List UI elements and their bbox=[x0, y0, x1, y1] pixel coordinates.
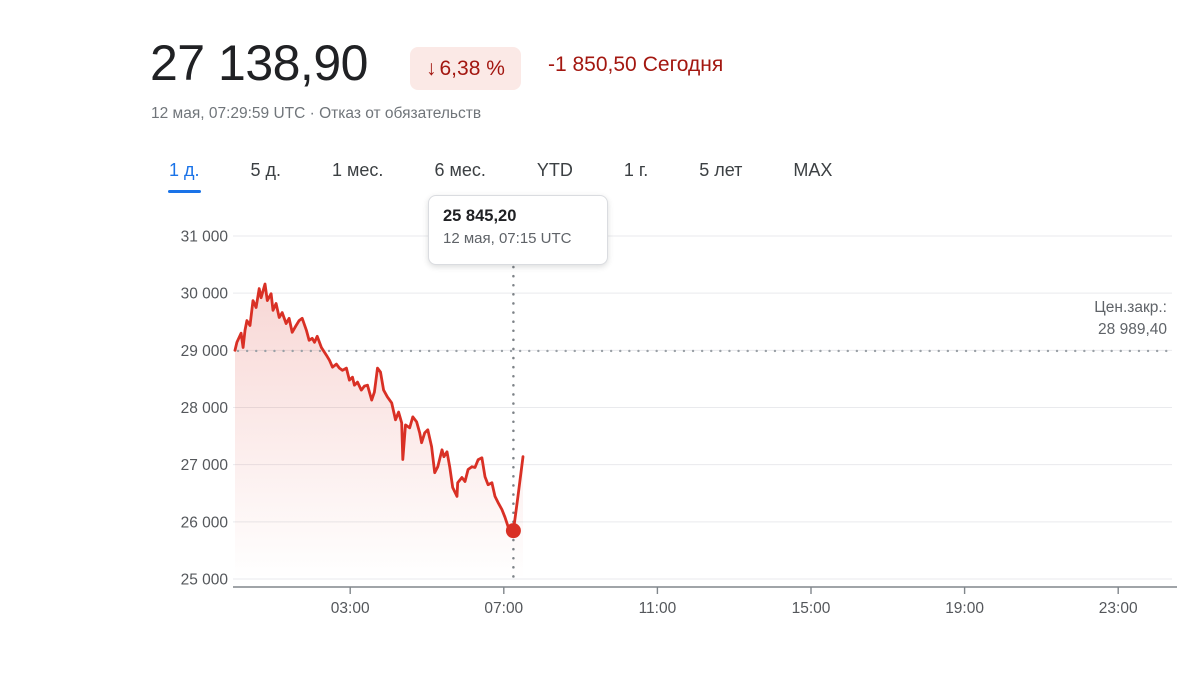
tab-label: MAX bbox=[793, 160, 833, 180]
tooltip-value: 25 845,20 bbox=[443, 207, 517, 225]
x-tick-label: 03:00 bbox=[331, 600, 370, 617]
tab-1mo[interactable]: 1 мес. bbox=[331, 158, 384, 193]
x-tick-label: 23:00 bbox=[1099, 600, 1138, 617]
change-absolute-value: -1 850,50 bbox=[548, 53, 637, 76]
y-tick-label: 26 000 bbox=[181, 514, 229, 531]
x-tick-label: 11:00 bbox=[639, 600, 677, 617]
tab-label: YTD bbox=[536, 160, 573, 180]
y-tick-label: 28 000 bbox=[181, 400, 229, 417]
tab-label: 1 г. bbox=[623, 160, 649, 180]
tab-1y[interactable]: 1 г. bbox=[623, 158, 649, 193]
tab-label: 5 лет bbox=[699, 160, 743, 180]
y-tick-label: 25 000 bbox=[181, 572, 229, 589]
tab-label: 6 мес. bbox=[434, 160, 486, 180]
last-trade-marker bbox=[505, 523, 521, 539]
tab-6mo[interactable]: 6 мес. bbox=[433, 158, 486, 193]
change-percent-value: 6,38 % bbox=[439, 56, 505, 80]
tooltip-time: 12 мая, 07:15 UTC bbox=[443, 230, 572, 247]
time-range-tabs: 1 д. 5 д. 1 мес. 6 мес. YTD 1 г. 5 лет M… bbox=[168, 158, 833, 193]
x-tick-label: 07:00 bbox=[484, 600, 523, 617]
change-period-label: Сегодня bbox=[642, 53, 724, 76]
tab-label: 5 д. bbox=[250, 160, 282, 180]
tab-1d[interactable]: 1 д. bbox=[168, 158, 201, 193]
timestamp-disclaimer: 12 мая, 07:29:59 UTC · Отказ от обязател… bbox=[151, 105, 482, 122]
change-absolute: -1 850,50 Сегодня bbox=[548, 53, 723, 77]
y-tick-label: 30 000 bbox=[181, 286, 229, 303]
chart-tooltip: 25 845,20 12 мая, 07:15 UTC bbox=[428, 195, 608, 265]
x-tick-label: 19:00 bbox=[945, 600, 984, 617]
x-tick-label: 15:00 bbox=[792, 600, 831, 617]
prev-close-value: 28 989,40 bbox=[1098, 320, 1167, 338]
price-line bbox=[233, 282, 525, 533]
prev-close-label: Цен.закр.: 28 989,40 bbox=[1094, 297, 1167, 340]
arrow-down-icon: ↓ bbox=[426, 56, 437, 80]
tab-ytd[interactable]: YTD bbox=[536, 158, 574, 193]
y-tick-label: 27 000 bbox=[181, 457, 229, 474]
prev-close-caption: Цен.закр.: bbox=[1094, 299, 1167, 316]
tab-5d[interactable]: 5 д. bbox=[250, 158, 283, 193]
change-percent-badge: ↓ 6,38 % bbox=[410, 47, 521, 90]
tab-label: 1 мес. bbox=[332, 160, 384, 180]
y-tick-label: 29 000 bbox=[181, 343, 229, 360]
tab-label: 1 д. bbox=[169, 160, 200, 180]
current-price: 27 138,90 bbox=[150, 35, 368, 91]
price-area bbox=[235, 284, 523, 579]
tab-5y[interactable]: 5 лет bbox=[698, 158, 743, 193]
tab-max[interactable]: MAX bbox=[792, 158, 833, 193]
y-tick-label: 31 000 bbox=[181, 229, 229, 246]
